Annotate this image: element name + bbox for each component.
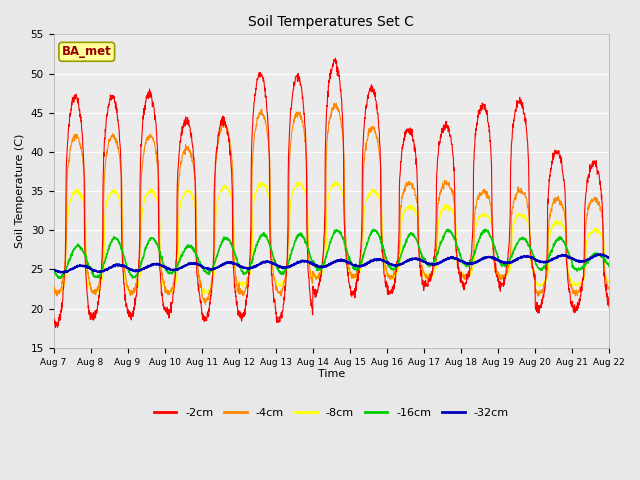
Title: Soil Temperatures Set C: Soil Temperatures Set C	[248, 15, 414, 29]
Y-axis label: Soil Temperature (C): Soil Temperature (C)	[15, 134, 25, 248]
Text: BA_met: BA_met	[62, 45, 111, 58]
Legend: -2cm, -4cm, -8cm, -16cm, -32cm: -2cm, -4cm, -8cm, -16cm, -32cm	[150, 404, 513, 422]
X-axis label: Time: Time	[317, 369, 345, 379]
